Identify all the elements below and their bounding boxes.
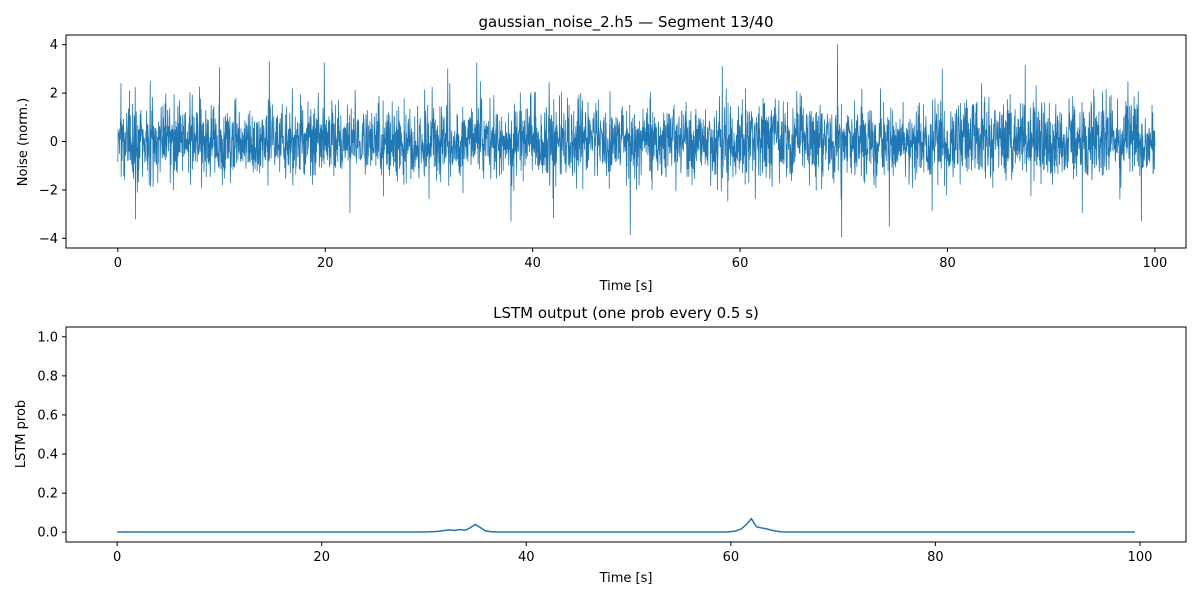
lstm-plot-frame — [65, 326, 1187, 543]
lstm-series — [117, 517, 1135, 533]
noise-y-tick-label: 2 — [50, 87, 58, 102]
lstm-x-tick-label: 40 — [518, 550, 535, 565]
lstm-x-ticks: 0 20 40 60 80 100 — [113, 542, 1152, 565]
noise-x-tick-label: 0 — [114, 256, 122, 271]
noise-x-tick-label: 60 — [732, 256, 749, 271]
noise-chart: gaussian_noise_2.h5 — Segment 13/40 0 20 4… — [16, 13, 1187, 294]
lstm-y-axis-label: LSTM prob — [14, 400, 29, 468]
lstm-y-tick-label: 0.8 — [37, 369, 58, 384]
lstm-x-axis-label: Time [s] — [599, 571, 653, 586]
noise-y-tick-label: −4 — [39, 232, 58, 247]
lstm-x-tick-label: 80 — [927, 550, 944, 565]
noise-x-tick-label: 20 — [317, 256, 334, 271]
noise-y-tick-label: 0 — [50, 135, 58, 150]
lstm-y-tick-label: 1.0 — [37, 330, 58, 345]
noise-y-axis-label: Noise (norm.) — [16, 98, 31, 186]
noise-y-tick-label: −2 — [39, 183, 58, 198]
lstm-chart-title: LSTM output (one prob every 0.5 s) — [493, 304, 759, 322]
noise-chart-title: gaussian_noise_2.h5 — Segment 13/40 — [478, 13, 773, 32]
noise-x-ticks: 0 20 40 60 80 100 — [114, 248, 1167, 271]
lstm-y-ticks: 0.0 0.2 0.4 0.6 0.8 1.0 — [37, 330, 66, 541]
noise-x-axis-label: Time [s] — [599, 279, 653, 294]
noise-x-tick-label: 100 — [1142, 256, 1167, 271]
noise-y-tick-label: 4 — [50, 38, 58, 53]
noise-x-tick-label: 40 — [524, 256, 541, 271]
lstm-y-tick-label: 0.2 — [37, 487, 58, 502]
lstm-y-tick-label: 0.6 — [37, 408, 58, 423]
noise-series — [117, 44, 1156, 238]
lstm-series-line — [117, 517, 1135, 533]
noise-y-ticks: −4 −2 0 2 4 — [39, 38, 66, 247]
lstm-x-tick-label: 20 — [313, 550, 330, 565]
lstm-x-tick-label: 100 — [1128, 550, 1153, 565]
noise-series-line — [117, 44, 1156, 238]
lstm-chart: LSTM output (one prob every 0.5 s) 0 20 40… — [14, 304, 1187, 586]
lstm-y-tick-label: 0.4 — [37, 448, 58, 463]
lstm-x-tick-label: 0 — [113, 550, 121, 565]
lstm-y-tick-label: 0.0 — [37, 526, 58, 541]
noise-x-tick-label: 80 — [939, 256, 956, 271]
lstm-x-tick-label: 60 — [723, 550, 740, 565]
